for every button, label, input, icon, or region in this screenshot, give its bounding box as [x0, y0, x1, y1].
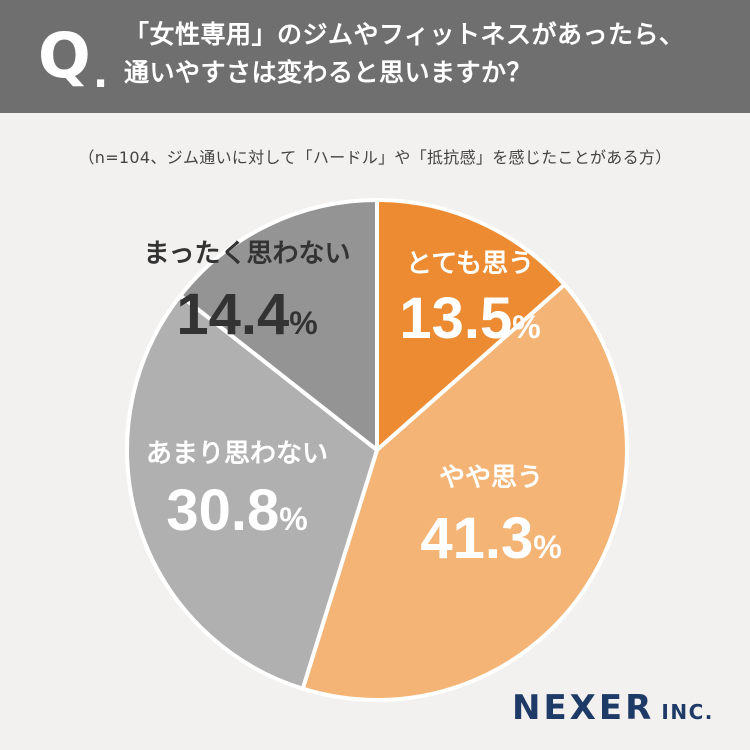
logo-main-text: NEXER [512, 688, 655, 728]
slice-label-3: あまり思わない [146, 439, 328, 469]
slice-value-2: 41.3% [420, 506, 561, 571]
pie-slice-1 [375, 198, 567, 452]
question-line-2: 通いやすさは変わると思いますか？ [124, 58, 533, 87]
logo-sub-text: INC. [661, 700, 714, 724]
question-line-1: 「女性専用」のジムやフィットネスがあったら、 [124, 20, 685, 49]
sample-note: （n=104、ジム通いに対して「ハードル」や「抵抗感」を感じたことがある方） [78, 148, 672, 167]
company-logo: NEXER INC. [512, 688, 714, 728]
pie-slice-4 [178, 198, 379, 452]
pie-slice-2 [300, 282, 629, 702]
q-dot: . [93, 51, 109, 97]
q-mark: Q [38, 19, 91, 92]
slice-label-4: まったく思わない [144, 239, 351, 269]
slice-label-1: とても思う [406, 249, 534, 279]
slice-label-2: やや思う [439, 463, 543, 493]
slice-value-1: 13.5% [399, 286, 540, 351]
slice-value-3: 30.8% [166, 478, 307, 543]
slice-value-4: 14.4% [176, 282, 317, 347]
pie-slice-3 [125, 293, 379, 691]
question-text: 「女性専用」のジムやフィットネスがあったら、 通いやすさは変わると思いますか？ [124, 16, 744, 92]
question-header: Q . 「女性専用」のジムやフィットネスがあったら、 通いやすさは変わると思いま… [0, 0, 750, 113]
